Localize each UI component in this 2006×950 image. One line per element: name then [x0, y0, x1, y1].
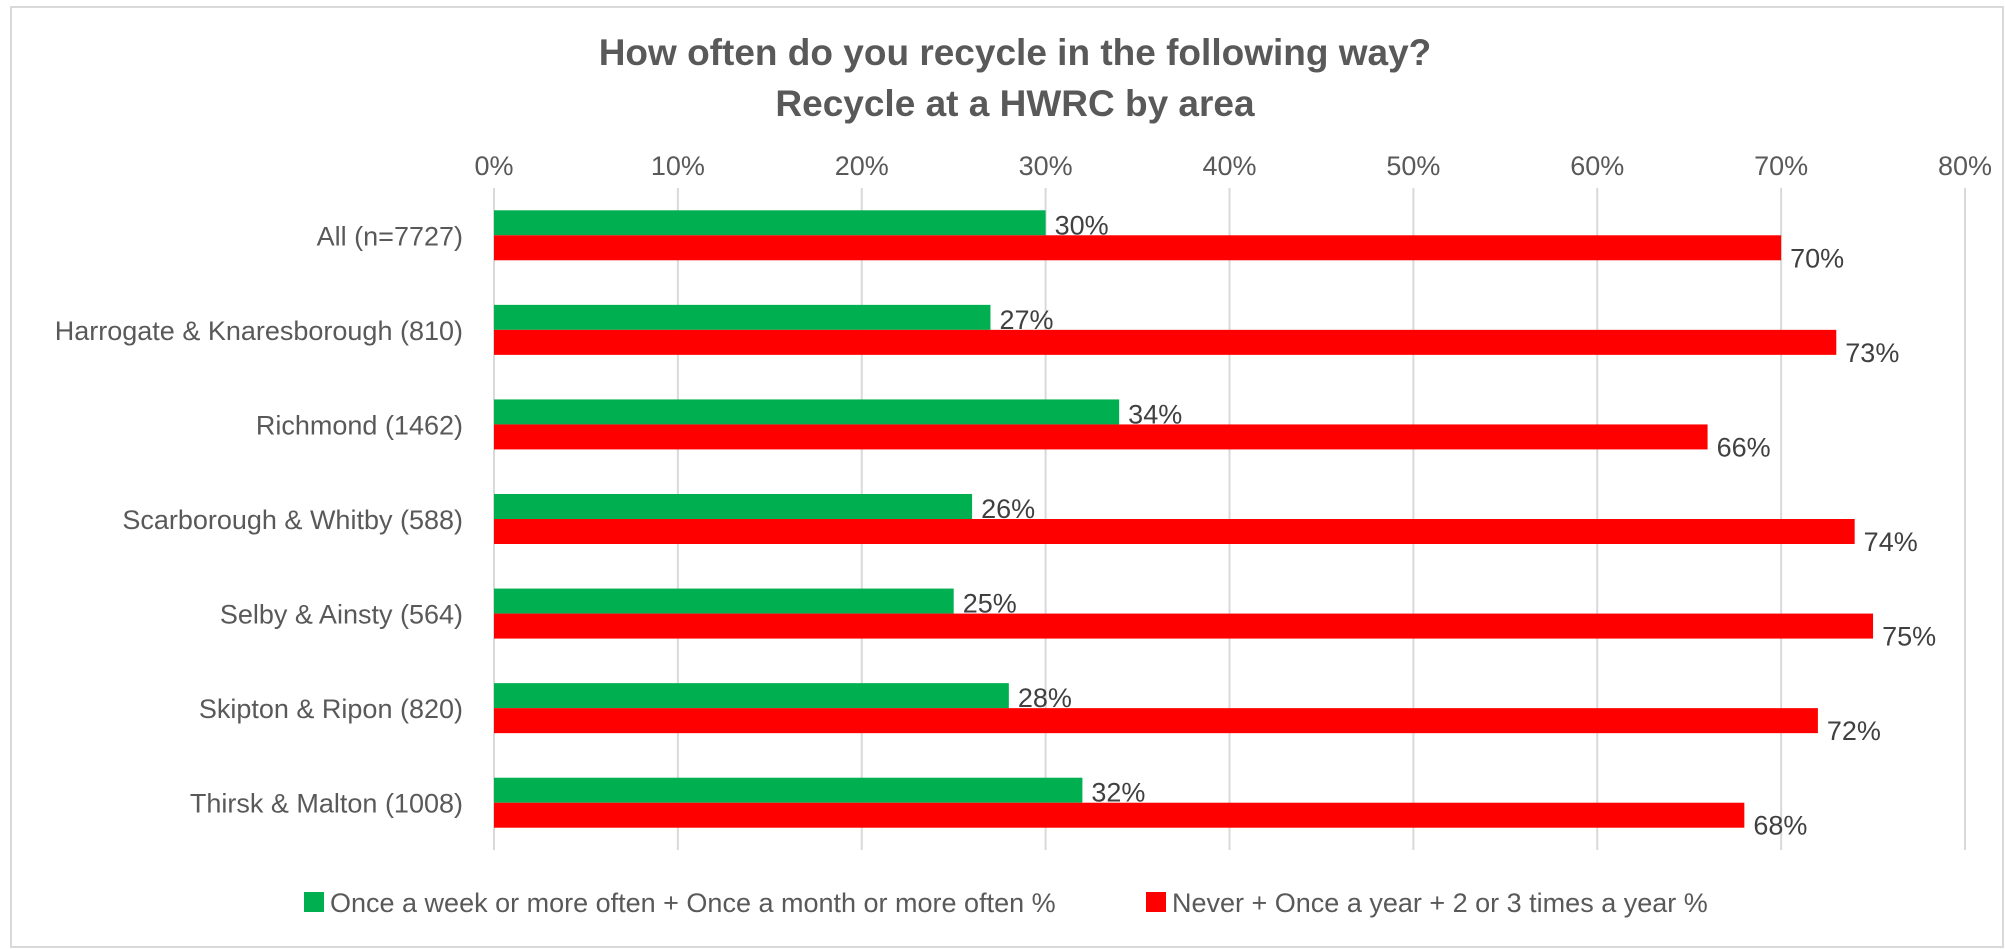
data-label-series-1: 25% [963, 589, 1017, 619]
category-label: Selby & Ainsty (564) [220, 600, 463, 630]
x-tick-label: 70% [1754, 151, 1808, 181]
bar-series-1 [494, 683, 1009, 709]
data-label-series-2: 68% [1753, 811, 1807, 841]
data-label-series-1: 27% [999, 305, 1053, 335]
category-label: All (n=7727) [317, 221, 463, 251]
chart-subtitle: Recycle at a HWRC by area [775, 83, 1255, 124]
bar-series-2 [494, 708, 1818, 734]
category-labels: All (n=7727) Harrogate & Knaresborough (8… [55, 221, 463, 818]
x-tick-label: 60% [1570, 151, 1624, 181]
legend-swatch-series-2 [1146, 892, 1166, 912]
bar-series-1 [494, 494, 973, 519]
bar-series-2 [494, 424, 1708, 450]
x-tick-label: 40% [1202, 151, 1256, 181]
data-label-series-2: 73% [1845, 338, 1899, 368]
bar-series-1 [494, 399, 1120, 425]
data-label-series-1: 34% [1128, 399, 1182, 429]
category-label: Thirsk & Malton (1008) [190, 789, 463, 819]
bar-series-2 [494, 519, 1855, 544]
data-label-series-1: 30% [1055, 210, 1109, 240]
data-label-series-2: 74% [1864, 527, 1918, 557]
x-tick-label: 50% [1386, 151, 1440, 181]
bar-series-1 [494, 210, 1046, 236]
category-label: Scarborough & Whitby (588) [122, 505, 463, 535]
bar-series-2 [494, 329, 1837, 355]
legend: Once a week or more often + Once a month… [304, 888, 1708, 918]
legend-label-series-2: Never + Once a year + 2 or 3 times a yea… [1172, 888, 1708, 918]
bar-series-2 [494, 235, 1782, 261]
data-label-series-2: 66% [1717, 432, 1771, 462]
bar-series-2 [494, 802, 1745, 828]
data-label-series-2: 72% [1827, 716, 1881, 746]
legend-label-series-1: Once a week or more often + Once a month… [330, 888, 1056, 918]
bar-series-2 [494, 613, 1874, 639]
data-label-series-2: 70% [1790, 243, 1844, 273]
x-tick-label: 10% [651, 151, 705, 181]
data-labels: 30% 70% 27% 73% 34% 66% 26% 74% 25% 75% 28% 72% 32% 6… [963, 210, 1936, 840]
category-label: Harrogate & Knaresborough (810) [55, 316, 463, 346]
legend-swatch-series-1 [304, 892, 324, 912]
x-axis-ticks: 0% 10% 20% 30% 40% 50% 60% 70% 80% [474, 151, 1992, 181]
bar-series-1 [494, 304, 991, 330]
x-tick-label: 20% [835, 151, 889, 181]
data-label-series-2: 75% [1882, 622, 1936, 652]
bar-series-1 [494, 777, 1083, 803]
x-tick-label: 30% [1019, 151, 1073, 181]
bars [494, 210, 1874, 828]
data-label-series-1: 28% [1018, 683, 1072, 713]
category-label: Skipton & Ripon (820) [199, 694, 463, 724]
chart-title: How often do you recycle in the followin… [599, 32, 1432, 73]
data-label-series-1: 26% [981, 494, 1035, 524]
x-tick-label: 80% [1938, 151, 1992, 181]
x-tick-label: 0% [474, 151, 513, 181]
data-label-series-1: 32% [1091, 778, 1145, 808]
bar-series-1 [494, 588, 954, 614]
category-label: Richmond (1462) [256, 410, 463, 440]
